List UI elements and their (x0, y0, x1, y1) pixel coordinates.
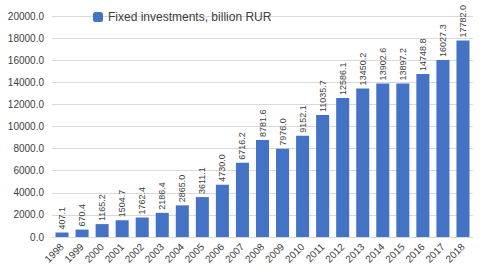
svg-text:2017: 2017 (423, 241, 447, 265)
svg-text:2015: 2015 (383, 241, 407, 265)
svg-text:2000.0: 2000.0 (13, 209, 44, 220)
svg-text:2016: 2016 (403, 241, 427, 265)
svg-text:1165.2: 1165.2 (97, 194, 107, 221)
svg-text:7976.0: 7976.0 (278, 118, 288, 146)
svg-text:13450.2: 13450.2 (358, 53, 368, 86)
svg-text:2004: 2004 (163, 241, 187, 265)
svg-text:2014: 2014 (363, 241, 387, 265)
svg-text:2001: 2001 (103, 241, 127, 265)
svg-text:2186.4: 2186.4 (157, 182, 167, 210)
svg-text:14748.8: 14748.8 (418, 38, 428, 71)
svg-text:18000.0: 18000.0 (8, 33, 45, 44)
svg-text:4000.0: 4000.0 (13, 187, 44, 198)
svg-text:12000.0: 12000.0 (8, 99, 45, 110)
svg-text:670.4: 670.4 (77, 204, 87, 227)
svg-text:3611.1: 3611.1 (197, 167, 207, 194)
svg-text:407.1: 407.1 (57, 207, 67, 230)
svg-text:1998: 1998 (42, 241, 66, 265)
svg-text:2005: 2005 (183, 241, 207, 265)
svg-text:8000.0: 8000.0 (13, 143, 44, 154)
svg-text:2011: 2011 (304, 241, 327, 264)
svg-text:1999: 1999 (62, 241, 86, 265)
svg-text:2006: 2006 (203, 241, 227, 265)
svg-text:2000: 2000 (83, 241, 107, 265)
svg-text:2007: 2007 (223, 241, 247, 265)
svg-text:12586.1: 12586.1 (338, 62, 348, 95)
svg-text:Fixed investments, billion RUR: Fixed investments, billion RUR (108, 10, 272, 24)
svg-text:2009: 2009 (263, 241, 287, 265)
svg-text:6716.2: 6716.2 (237, 132, 247, 160)
svg-text:8781.6: 8781.6 (258, 109, 268, 137)
svg-text:0.0: 0.0 (30, 232, 44, 243)
svg-text:1762.4: 1762.4 (137, 187, 147, 215)
svg-text:6000.0: 6000.0 (13, 165, 44, 176)
svg-text:2010: 2010 (283, 241, 307, 265)
svg-text:2002: 2002 (123, 241, 147, 265)
svg-text:2865.0: 2865.0 (177, 175, 187, 203)
svg-text:1504.7: 1504.7 (117, 190, 127, 218)
svg-text:13897.2: 13897.2 (398, 48, 408, 81)
svg-text:2013: 2013 (343, 241, 367, 265)
svg-text:2003: 2003 (143, 241, 167, 265)
svg-text:11035.7: 11035.7 (318, 80, 328, 112)
svg-text:20000.0: 20000.0 (8, 11, 45, 22)
svg-text:13902.6: 13902.6 (378, 48, 388, 81)
svg-text:16027.3: 16027.3 (438, 24, 448, 57)
svg-text:16000.0: 16000.0 (8, 55, 45, 66)
svg-text:10000.0: 10000.0 (8, 121, 45, 132)
svg-text:4730.0: 4730.0 (217, 154, 227, 182)
svg-text:2008: 2008 (243, 241, 267, 265)
svg-text:2012: 2012 (323, 241, 347, 265)
svg-text:2018: 2018 (443, 241, 467, 265)
svg-text:14000.0: 14000.0 (8, 77, 45, 88)
svg-text:17782.0: 17782.0 (458, 5, 468, 38)
svg-text:9152.1: 9152.1 (298, 105, 308, 133)
